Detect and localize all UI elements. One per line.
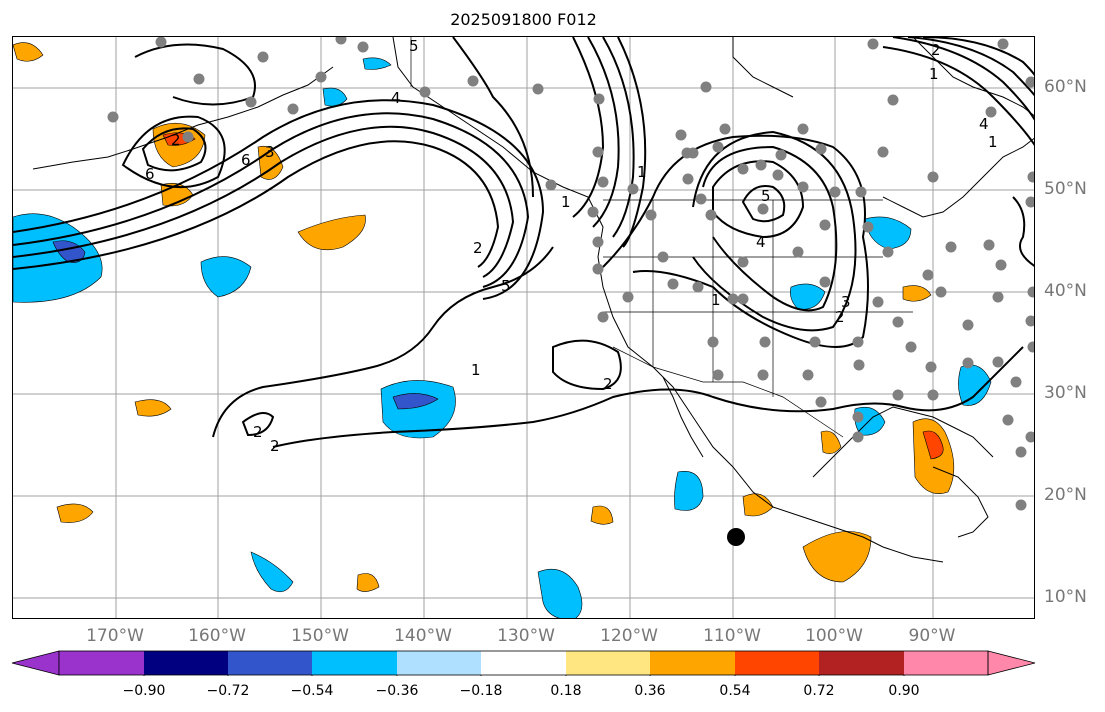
colorbar-upper-extension (987, 650, 1036, 676)
contour-label: 1 (561, 193, 571, 211)
contour-label: 5 (761, 187, 771, 205)
contour-label: 1 (988, 133, 998, 151)
colorbar-bin (904, 651, 988, 675)
lat-label: 50°N (1044, 179, 1087, 199)
lat-label: 20°N (1044, 485, 1087, 505)
colorbar-tick-label: −0.18 (459, 683, 503, 699)
contour-label: 1 (471, 361, 481, 379)
colorbar-tick-label: −0.54 (290, 683, 334, 699)
contour-label: 1 (711, 291, 721, 309)
colorbar-bin (144, 651, 228, 675)
colorbar-bin (481, 651, 566, 675)
lat-label: 40°N (1044, 281, 1087, 301)
contour-label-group: 4 5 6 6 2 3 5 4 2 2 1 1 1 1 1 1 5 4 3 2 … (145, 37, 998, 455)
colorbar-bin (650, 651, 735, 675)
lat-label: 10°N (1044, 587, 1087, 607)
colorbar-bin (566, 651, 650, 675)
contour-label: 3 (841, 293, 851, 311)
contour-lines (13, 37, 1034, 448)
location-marker (727, 528, 745, 546)
lon-label: 120°W (600, 626, 658, 646)
contour-label: 4 (979, 115, 989, 133)
colorbar-tick-label: −0.90 (122, 683, 166, 699)
lon-label: 100°W (805, 626, 863, 646)
contour-label: 6 (241, 151, 251, 169)
contour-label: 5 (501, 277, 511, 295)
map-canvas: 4 5 6 6 2 3 5 4 2 2 1 1 1 1 1 1 5 4 3 2 … (13, 37, 1034, 618)
colorbar-tick-label: 0.36 (634, 683, 666, 699)
colorbar-tick-label: 0.18 (550, 683, 582, 699)
lon-label: 160°W (188, 626, 246, 646)
colorbar-bin (59, 651, 144, 675)
lon-label: 90°W (908, 626, 956, 646)
anomaly-shading (13, 42, 992, 618)
contour-label: 2 (603, 375, 613, 393)
colorbar-tick-label: −0.72 (206, 683, 250, 699)
colorbar-tick-label: 0.72 (803, 683, 835, 699)
contour-label: 6 (145, 165, 155, 183)
contour-label: 1 (637, 163, 647, 181)
coastlines (32, 37, 1034, 563)
contour-label: 2 (473, 239, 483, 257)
colorbar-bin (228, 651, 312, 675)
contour-label: 4 (391, 89, 401, 107)
colorbar-bin (819, 651, 904, 675)
contour-label: 5 (409, 37, 419, 55)
colorbar-bin (312, 651, 397, 675)
contour-label: 2 (171, 131, 181, 149)
lon-label: 150°W (291, 626, 349, 646)
colorbar-frame (58, 650, 989, 676)
contour-label: 1 (929, 65, 939, 83)
colorbar (11, 650, 1036, 676)
political-borders (410, 37, 913, 438)
contour-label: 2 (253, 423, 263, 441)
contour-label: 3 (265, 143, 275, 161)
contour-label: 4 (756, 233, 766, 251)
lat-label: 60°N (1044, 77, 1087, 97)
lon-label: 130°W (497, 626, 555, 646)
colorbar-tick-label: −0.36 (375, 683, 419, 699)
contour-label: 2 (270, 437, 280, 455)
contour-label: 2 (931, 41, 941, 59)
colorbar-tick-label: 0.54 (719, 683, 751, 699)
lon-label: 110°W (703, 626, 761, 646)
contour-label: 2 (835, 308, 845, 326)
lon-label: 140°W (394, 626, 452, 646)
lat-label: 30°N (1044, 383, 1087, 403)
colorbar-lower-extension (11, 650, 60, 676)
colorbar-tick-label: 0.90 (888, 683, 920, 699)
map-panel[interactable]: 4 5 6 6 2 3 5 4 2 2 1 1 1 1 1 1 5 4 3 2 … (12, 36, 1035, 619)
colorbar-bin (735, 651, 819, 675)
lon-label: 170°W (86, 626, 144, 646)
station-markers (107, 37, 1034, 511)
colorbar-bin (397, 651, 481, 675)
map-title: 2025091800 F012 (450, 10, 597, 29)
